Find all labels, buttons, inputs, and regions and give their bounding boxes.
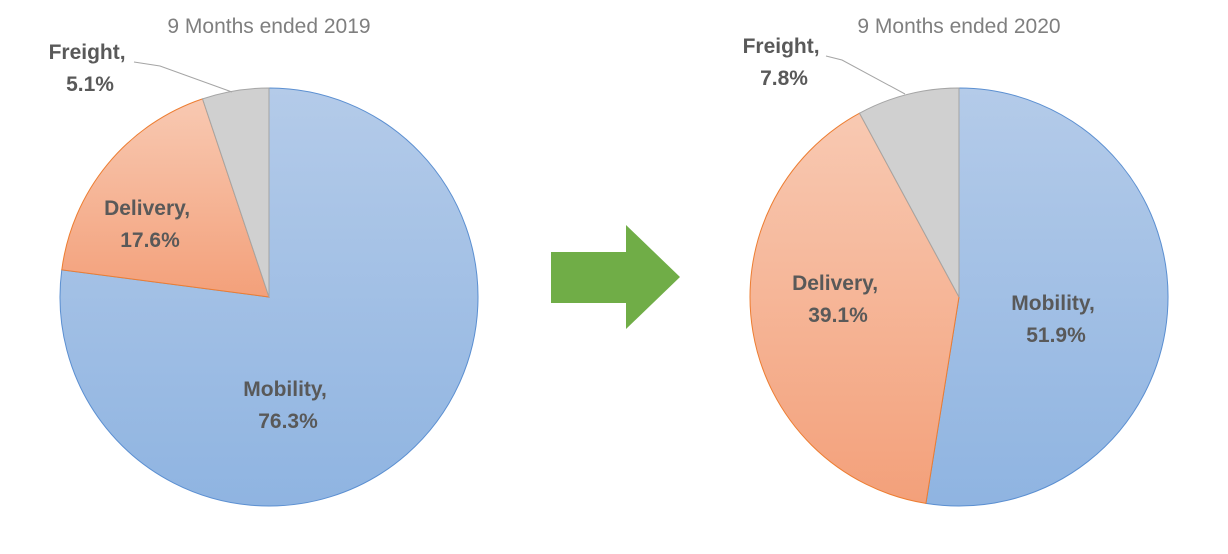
pie-slice-mobility-2019 bbox=[59, 87, 479, 507]
pie-slice-freight-2019 bbox=[201, 87, 270, 298]
slice-label-freight-value-2019: 5.1% bbox=[66, 73, 114, 96]
slice-label-freight-2019: Freight, 5.1% bbox=[49, 41, 132, 96]
slice-label-mobility-2020: Mobility, 51.9% bbox=[1011, 292, 1100, 347]
slice-label-mobility-2019: Mobility, 76.3% bbox=[243, 378, 332, 433]
slice-label-freight-2020: Freight, 7.8% bbox=[743, 35, 826, 90]
chart-title-2020: 9 Months ended 2020 bbox=[857, 15, 1060, 38]
right-arrow-icon bbox=[551, 225, 680, 329]
slice-label-delivery-name-2019: Delivery, bbox=[104, 197, 190, 220]
pie-chart-2020: 9 Months ended 2020 Mobility, 51.9% Deli… bbox=[743, 15, 1169, 507]
slice-label-freight-name-2020: Freight, bbox=[743, 35, 820, 58]
slice-label-mobility-value-2020: 51.9% bbox=[1026, 324, 1086, 347]
slice-label-delivery-2020: Delivery, 39.1% bbox=[792, 272, 884, 327]
pie-slice-delivery-2020 bbox=[749, 112, 960, 504]
slice-label-delivery-2019: Delivery, 17.6% bbox=[104, 197, 196, 252]
slice-label-freight-name-2019: Freight, bbox=[49, 41, 126, 64]
freight-leader-line-2019 bbox=[133, 61, 233, 93]
slice-label-freight-value-2020: 7.8% bbox=[760, 67, 808, 90]
pie-slice-delivery-2019 bbox=[61, 98, 270, 298]
slice-label-delivery-value-2020: 39.1% bbox=[808, 304, 868, 327]
pie-slices-2020 bbox=[749, 87, 1169, 507]
slice-label-delivery-name-2020: Delivery, bbox=[792, 272, 878, 295]
pie-slice-mobility-2020 bbox=[925, 87, 1169, 507]
pie-slices-2019 bbox=[59, 87, 479, 507]
pie-chart-2019: 9 Months ended 2019 Mobility, 76.3% Deli… bbox=[49, 15, 479, 507]
slice-label-mobility-value-2019: 76.3% bbox=[258, 410, 318, 433]
freight-leader-line-2020 bbox=[825, 55, 906, 95]
chart-title-2019: 9 Months ended 2019 bbox=[167, 15, 370, 38]
slice-label-delivery-value-2019: 17.6% bbox=[120, 229, 180, 252]
pie-slice-freight-2020 bbox=[858, 87, 960, 298]
slice-label-mobility-name-2020: Mobility, bbox=[1011, 292, 1095, 315]
slice-label-mobility-name-2019: Mobility, bbox=[243, 378, 327, 401]
